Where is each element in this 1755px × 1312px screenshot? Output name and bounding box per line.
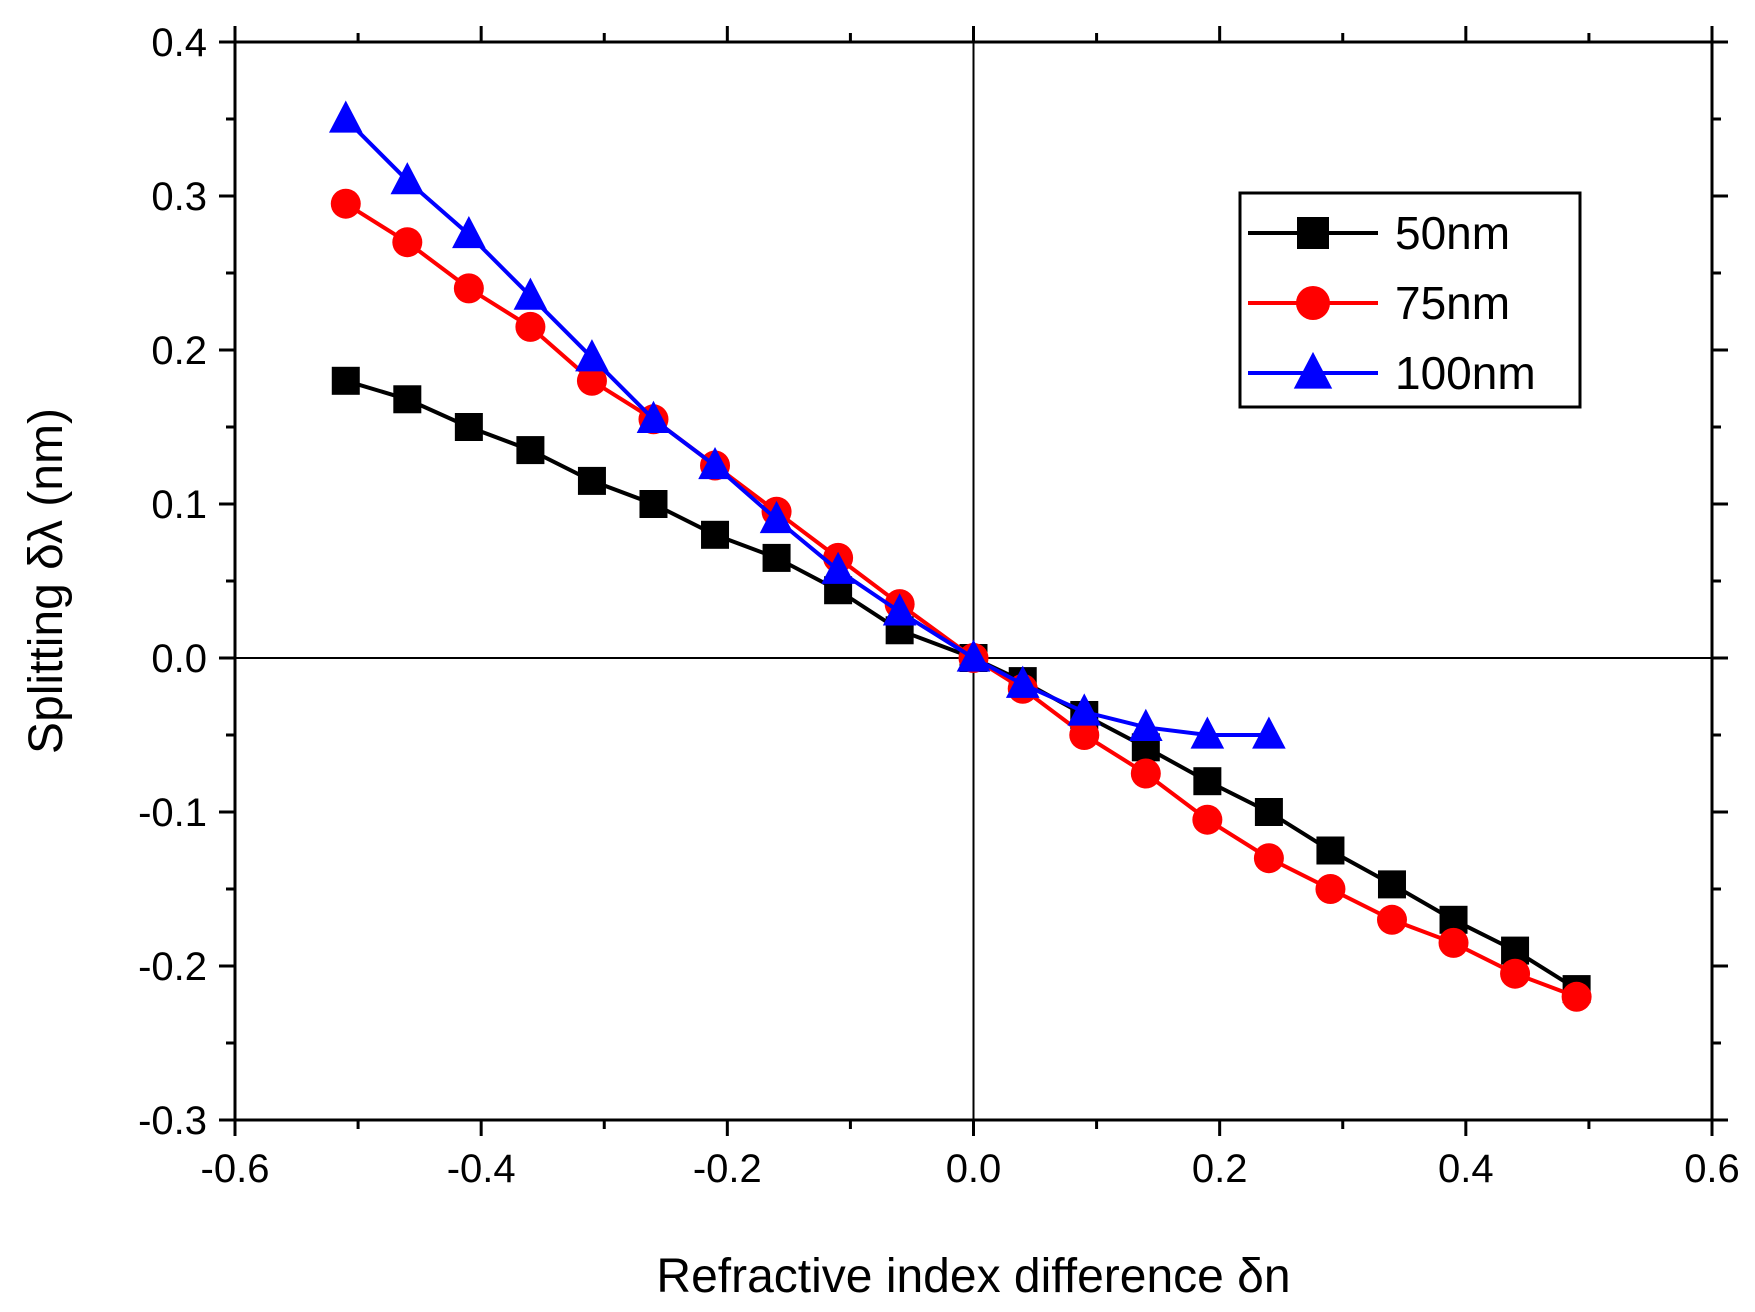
series-50nm (331, 366, 1591, 1004)
data-point-75nm (1069, 720, 1100, 750)
data-point-100nm (759, 500, 794, 534)
legend-marker (1297, 217, 1329, 249)
data-point-100nm (513, 277, 548, 310)
legend-label: 100nm (1395, 347, 1536, 399)
x-tick-label: -0.4 (447, 1147, 516, 1191)
data-point-75nm (1315, 874, 1346, 904)
data-point-75nm (1253, 843, 1284, 874)
data-point-50nm (762, 543, 791, 572)
data-point-75nm (1192, 804, 1223, 835)
data-point-50nm (1316, 836, 1345, 865)
data-point-75nm (1561, 981, 1592, 1012)
data-point-75nm (1438, 927, 1469, 958)
legend-marker (1293, 351, 1333, 389)
data-point-100nm (328, 100, 363, 133)
data-point-100nm (821, 551, 855, 584)
y-tick-label: 0.3 (151, 175, 207, 219)
x-tick-label: -0.2 (693, 1147, 762, 1191)
data-point-100nm (575, 339, 609, 372)
data-point-75nm (1500, 958, 1531, 989)
data-point-100nm (956, 639, 991, 672)
y-tick-label: 0.4 (151, 21, 207, 65)
data-point-100nm (1190, 716, 1225, 749)
data-point-75nm (453, 273, 484, 304)
data-point-100nm (452, 215, 486, 249)
series-100nm (328, 100, 1286, 749)
y-tick-label: -0.2 (138, 945, 207, 989)
data-point-50nm (1193, 767, 1222, 796)
data-point-100nm (1005, 665, 1040, 698)
data-point-50nm (393, 385, 422, 414)
y-axis: -0.3 -0.2 -0.1 0.0 0.1 0.2 0.3 0.4 (138, 21, 1728, 1143)
y-tick-label: 0.0 (151, 637, 207, 681)
data-point-50nm (454, 413, 483, 441)
data-point-75nm (1376, 904, 1407, 935)
data-point-100nm (1252, 716, 1286, 749)
series-line-100nm (344, 117, 1269, 737)
data-point-100nm (636, 400, 671, 433)
legend-entry-75nm: 75nm (1248, 277, 1510, 329)
x-tick-label: 0.0 (946, 1147, 1002, 1191)
x-tick-label: 0.2 (1192, 1147, 1248, 1191)
x-axis-title: Refractive index difference δn (656, 1250, 1290, 1303)
y-tick-label: -0.3 (138, 1099, 207, 1143)
data-point-75nm (330, 188, 361, 219)
data-point-50nm (516, 436, 545, 465)
data-point-100nm (882, 593, 917, 626)
y-tick-label: -0.1 (138, 791, 207, 835)
data-point-100nm (698, 446, 732, 480)
y-tick-label: 0.2 (151, 329, 207, 373)
legend-entry-100nm: 100nm (1248, 347, 1536, 399)
x-axis: -0.6 -0.4 -0.2 0.0 0.2 0.4 0.6 (201, 26, 1740, 1191)
data-point-100nm (1067, 693, 1102, 726)
data-point-50nm (701, 520, 730, 549)
legend-label: 75nm (1395, 277, 1510, 329)
y-axis-title: Splitting δλ (nm) (20, 408, 73, 754)
x-tick-label: 0.4 (1438, 1147, 1494, 1191)
legend: 50nm 75nm 100nm (1238, 191, 1582, 409)
data-point-75nm (515, 311, 546, 342)
data-point-100nm (390, 162, 425, 195)
legend-label: 50nm (1395, 207, 1510, 259)
data-point-75nm (576, 365, 607, 396)
data-point-50nm (1254, 798, 1283, 826)
data-point-50nm (331, 366, 360, 395)
legend-marker (1296, 286, 1330, 320)
y-tick-label: 0.1 (151, 483, 207, 527)
data-point-50nm (639, 490, 668, 518)
data-point-100nm (1129, 708, 1163, 741)
x-tick-label: 0.6 (1684, 1147, 1740, 1191)
data-point-75nm (392, 227, 423, 258)
x-tick-label: -0.6 (201, 1147, 270, 1191)
data-point-50nm (577, 466, 606, 495)
series-layer (328, 100, 1592, 1012)
legend-entry-50nm: 50nm (1248, 207, 1510, 259)
data-point-50nm (1377, 870, 1406, 899)
data-point-75nm (1130, 758, 1161, 789)
